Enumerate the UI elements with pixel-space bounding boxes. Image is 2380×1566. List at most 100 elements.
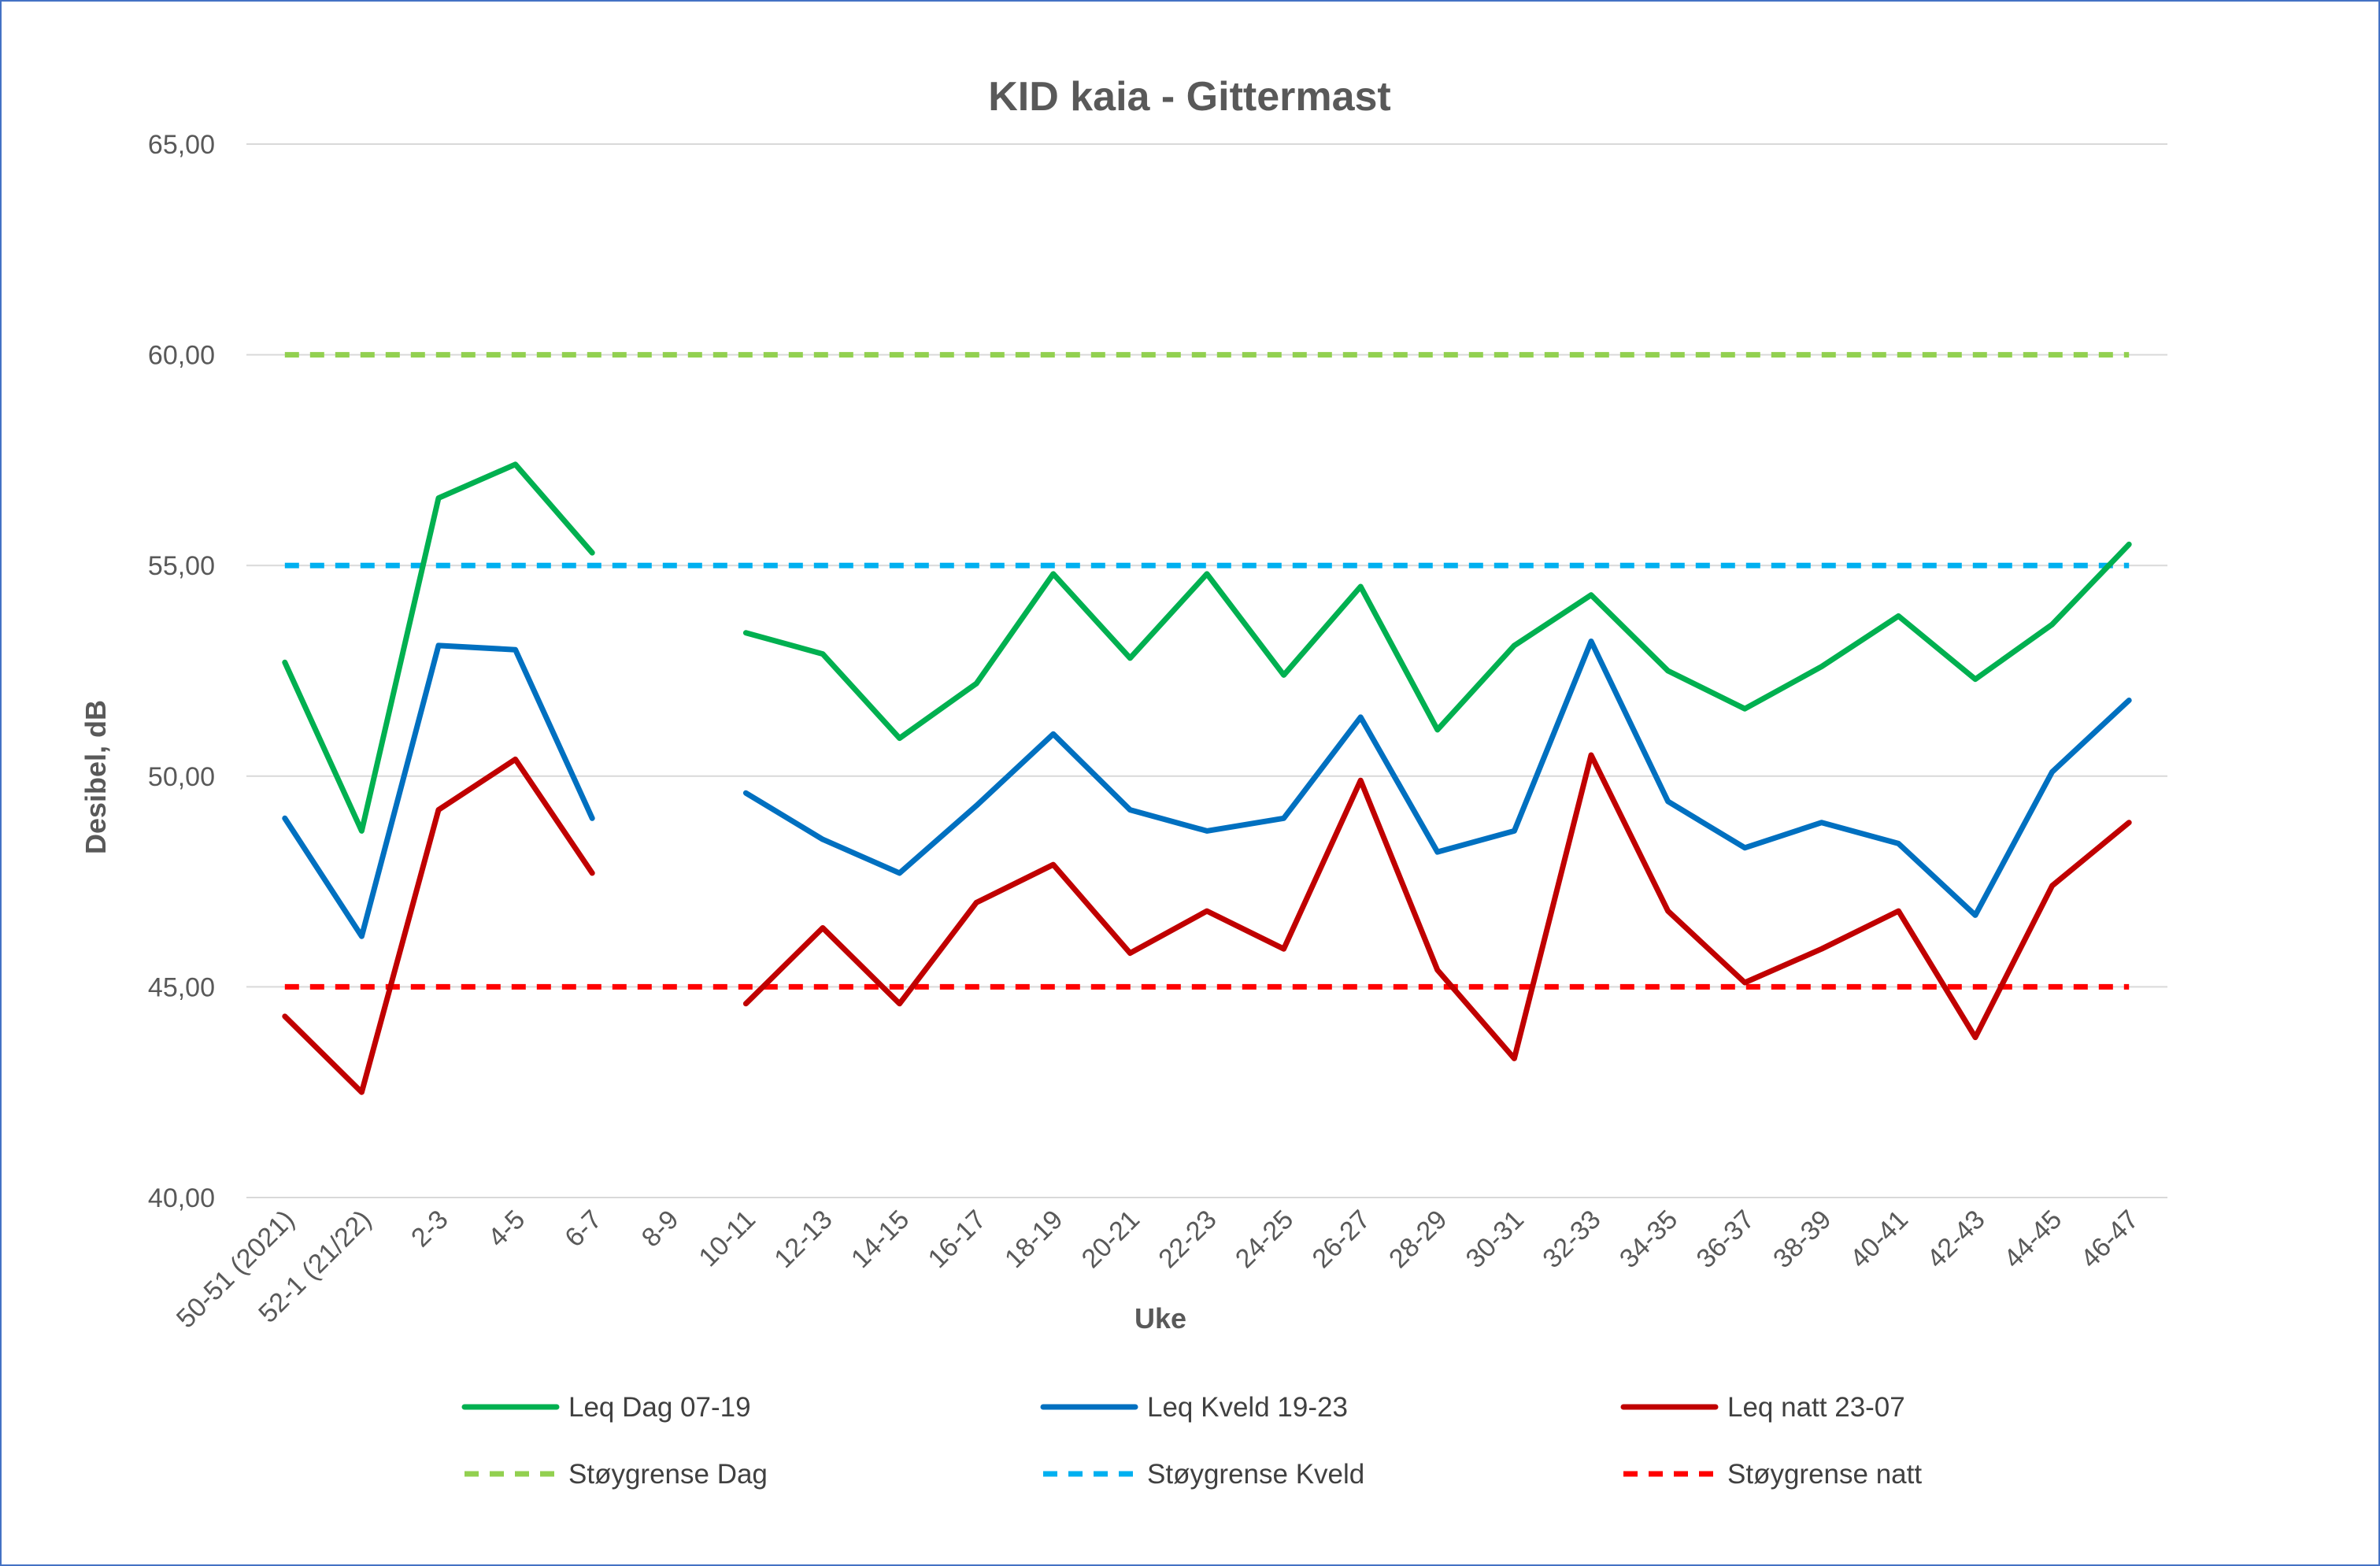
- legend-label: Støygrense natt: [1727, 1459, 1922, 1490]
- data-point: [898, 871, 902, 876]
- data-point: [1896, 841, 1901, 846]
- data-point: [590, 550, 594, 555]
- gridlines: [246, 143, 2167, 1198]
- y-axis-title: Desibel, dB: [80, 700, 112, 854]
- data-point: [743, 984, 748, 989]
- y-tick-label: 55,00: [148, 551, 215, 581]
- data-point: [359, 934, 364, 938]
- x-tick-label: 22-23: [1153, 1205, 1222, 1274]
- data-point: [1435, 727, 1440, 732]
- data-point: [1127, 808, 1132, 813]
- data-point: [1205, 353, 1209, 357]
- data-point: [974, 563, 979, 568]
- data-point: [1819, 820, 1824, 825]
- data-point: [359, 563, 364, 568]
- data-point: [436, 563, 441, 568]
- data-point: [1512, 353, 1516, 357]
- x-tick-label: 14-15: [846, 1205, 915, 1274]
- data-point: [1512, 984, 1516, 989]
- data-point: [1589, 563, 1593, 568]
- data-point: [590, 353, 594, 357]
- data-point: [1589, 593, 1593, 598]
- data-point: [1127, 984, 1132, 989]
- data-point: [1051, 563, 1056, 568]
- data-point: [1819, 984, 1824, 989]
- x-tick-label: 18-19: [999, 1205, 1068, 1274]
- x-tick-label: 12-13: [768, 1205, 838, 1274]
- data-point: [820, 652, 825, 657]
- legend-label: Leq natt 23-07: [1727, 1392, 1905, 1423]
- data-point: [743, 631, 748, 635]
- y-tick-label: 65,00: [148, 130, 215, 160]
- legend-label: Leq Dag 07-19: [568, 1392, 751, 1423]
- data-point: [1666, 668, 1671, 673]
- data-point: [283, 353, 287, 357]
- data-point: [1435, 563, 1440, 568]
- data-point: [820, 926, 825, 931]
- data-point: [590, 984, 594, 989]
- data-point: [2050, 353, 2055, 357]
- x-tick-label: 36-37: [1690, 1205, 1760, 1274]
- x-tick-label: 40-41: [1845, 1205, 1914, 1274]
- data-point: [1589, 639, 1593, 644]
- data-point: [1051, 353, 1056, 357]
- data-point: [974, 803, 979, 808]
- data-point: [743, 563, 748, 568]
- data-point: [1819, 563, 1824, 568]
- data-point: [743, 1001, 748, 1006]
- data-point: [2126, 984, 2131, 989]
- data-point: [1973, 913, 1978, 917]
- data-point: [1819, 946, 1824, 951]
- data-point: [1205, 984, 1209, 989]
- data-point: [1051, 572, 1056, 576]
- data-point: [1435, 353, 1440, 357]
- series-line-leq-dag-07-19: [282, 461, 2132, 834]
- data-point: [283, 984, 287, 989]
- data-point: [898, 563, 902, 568]
- y-tick-label: 45,00: [148, 972, 215, 1002]
- data-point: [1282, 946, 1286, 951]
- data-point: [2126, 820, 2131, 825]
- x-tick-label: 32-33: [1537, 1205, 1606, 1274]
- data-point: [1666, 563, 1671, 568]
- data-point: [1666, 353, 1671, 357]
- data-point: [1127, 656, 1132, 661]
- x-tick-label: 24-25: [1230, 1205, 1299, 1274]
- data-point: [1127, 563, 1132, 568]
- data-point: [1666, 799, 1671, 804]
- x-tick-label: 28-29: [1383, 1205, 1453, 1274]
- x-tick-label: 16-17: [922, 1205, 991, 1274]
- data-point: [667, 984, 672, 989]
- x-tick-label: 42-43: [1921, 1205, 1990, 1274]
- data-point: [1973, 677, 1978, 682]
- data-point: [1589, 984, 1593, 989]
- data-point: [1973, 1035, 1978, 1040]
- data-point: [283, 1014, 287, 1019]
- data-point: [974, 353, 979, 357]
- x-tick-label: 38-39: [1767, 1205, 1837, 1274]
- data-point: [1358, 584, 1363, 589]
- data-point: [1742, 563, 1747, 568]
- data-point: [2126, 353, 2131, 357]
- data-point: [283, 660, 287, 665]
- data-point: [743, 790, 748, 795]
- data-point: [513, 462, 518, 467]
- data-point: [436, 643, 441, 648]
- data-point: [513, 353, 518, 357]
- data-point: [1127, 951, 1132, 956]
- series-line-leq-kveld-19-23: [282, 639, 2132, 939]
- data-point: [820, 984, 825, 989]
- data-point: [1358, 984, 1363, 989]
- data-point: [1205, 828, 1209, 833]
- data-point: [667, 563, 672, 568]
- data-point: [1205, 909, 1209, 913]
- x-tick-label: 8-9: [636, 1205, 685, 1253]
- data-point: [974, 900, 979, 905]
- data-point: [1358, 353, 1363, 357]
- chart-title: KID kaia - Gittermast: [988, 74, 1391, 120]
- data-point: [359, 984, 364, 989]
- data-point: [898, 1001, 902, 1006]
- data-point: [1282, 353, 1286, 357]
- data-point: [820, 837, 825, 842]
